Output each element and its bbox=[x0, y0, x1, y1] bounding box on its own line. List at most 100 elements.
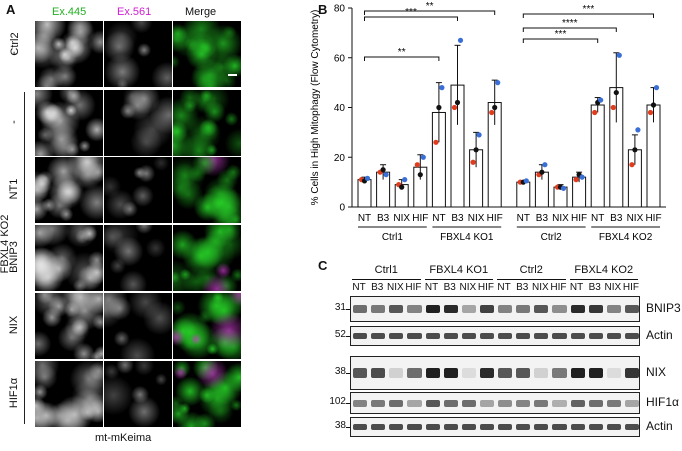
data-point bbox=[613, 89, 619, 96]
blot-band bbox=[389, 333, 404, 339]
data-point bbox=[364, 175, 371, 181]
data-point bbox=[632, 147, 638, 153]
x-tick-label: NT bbox=[591, 213, 604, 224]
significance-label: *** bbox=[583, 4, 595, 15]
blot-membrane bbox=[350, 356, 640, 390]
blot-band bbox=[371, 400, 386, 407]
group-label: FBXL4 KO2 bbox=[599, 232, 653, 243]
y-axis-label: % Cells in High Mitophagy (Flow Cytometr… bbox=[310, 10, 321, 206]
blot-protein-label: Actin bbox=[646, 419, 673, 433]
micrograph-tile bbox=[173, 361, 241, 427]
blot-band bbox=[606, 368, 621, 378]
blot-marker-label: 102 bbox=[329, 396, 346, 407]
panel-label-c: C bbox=[318, 258, 328, 273]
blot-band bbox=[479, 424, 494, 430]
x-tick-label: NT bbox=[358, 213, 371, 224]
blot-band bbox=[534, 333, 549, 339]
blot-band bbox=[461, 424, 476, 430]
blot-band bbox=[570, 305, 585, 313]
blot-marker-tick bbox=[346, 403, 350, 404]
micrograph-tile bbox=[35, 90, 103, 156]
x-tick-label: NIX bbox=[627, 213, 644, 224]
blot-band bbox=[407, 368, 422, 378]
micrograph-tile bbox=[173, 90, 241, 156]
blot-band bbox=[516, 368, 531, 378]
data-point bbox=[629, 162, 635, 168]
blot-band bbox=[479, 400, 494, 407]
blot-band bbox=[353, 333, 368, 339]
blot-lane-label: NT bbox=[497, 282, 511, 293]
significance-bracket bbox=[364, 16, 458, 21]
data-point bbox=[635, 127, 641, 133]
blot-band bbox=[588, 424, 603, 430]
y-tick-label: 80 bbox=[334, 4, 346, 15]
blot-protein-label: BNIP3 bbox=[646, 301, 681, 315]
data-point bbox=[470, 159, 476, 165]
blot-lane-label: B3 bbox=[516, 282, 529, 293]
y-tick-label: 0 bbox=[339, 203, 345, 214]
group-label: Ctrl2 bbox=[541, 232, 563, 243]
significance-bracket bbox=[364, 10, 496, 15]
blot-band bbox=[371, 305, 386, 313]
panel-a-footer: mt-mKeima bbox=[95, 432, 152, 444]
blot-lane-label: NT bbox=[569, 282, 584, 293]
blot-band bbox=[624, 368, 639, 378]
blot-lane-label: HIF bbox=[405, 282, 422, 293]
row-label: NIX bbox=[8, 315, 20, 335]
blot-lane-label: NIX bbox=[531, 282, 549, 293]
blot-band bbox=[425, 400, 440, 407]
blot-marker-tick bbox=[346, 427, 350, 428]
blot-band bbox=[389, 368, 404, 378]
blot-band bbox=[624, 424, 639, 430]
blot-band bbox=[407, 305, 422, 313]
blot-band bbox=[588, 305, 603, 313]
significance-label: ** bbox=[398, 47, 406, 58]
y-tick-label: 20 bbox=[334, 153, 346, 164]
blot-band bbox=[606, 333, 621, 339]
x-tick-label: HIF bbox=[571, 213, 587, 224]
blot-band bbox=[552, 368, 567, 378]
blot-group-line bbox=[352, 279, 421, 280]
blot-band bbox=[498, 305, 513, 313]
significance-label: *** bbox=[405, 7, 417, 18]
blot-band bbox=[407, 400, 422, 407]
blot-band bbox=[425, 424, 440, 430]
blot-band bbox=[425, 333, 440, 339]
micrograph-tile bbox=[173, 157, 241, 223]
channel-label-ex445: Ex.445 bbox=[52, 6, 87, 18]
micrograph-tile bbox=[104, 21, 172, 87]
significance-label: *** bbox=[555, 29, 567, 40]
blot-band bbox=[498, 400, 513, 407]
blot-band bbox=[606, 305, 621, 313]
data-point bbox=[560, 185, 567, 191]
blot-band bbox=[443, 368, 458, 378]
blot-membrane bbox=[350, 296, 640, 322]
data-point bbox=[476, 132, 482, 138]
blot-marker-label: 38 bbox=[334, 420, 346, 431]
blot-lane-label: B3 bbox=[443, 282, 456, 293]
x-tick-label: NIX bbox=[468, 213, 485, 224]
blot-band bbox=[353, 424, 368, 430]
x-tick-label: NT bbox=[432, 213, 445, 224]
x-tick-label: B3 bbox=[610, 213, 623, 224]
row-label: - bbox=[8, 120, 20, 124]
x-tick-label: HIF bbox=[645, 213, 661, 224]
blot-band bbox=[534, 305, 549, 313]
blot-group-line bbox=[497, 279, 566, 280]
blot-band bbox=[624, 400, 639, 407]
blot-band bbox=[479, 368, 494, 378]
data-point bbox=[598, 97, 604, 103]
blot-band bbox=[425, 368, 440, 378]
blot-band bbox=[516, 400, 531, 407]
micrograph-tile bbox=[104, 225, 172, 291]
blot-group-line bbox=[569, 279, 638, 280]
significance-bracket bbox=[522, 13, 654, 18]
blot-marker-label: 31 bbox=[334, 302, 346, 313]
micrograph-tile bbox=[173, 225, 241, 291]
x-tick-label: NIX bbox=[393, 213, 410, 224]
x-tick-label: B3 bbox=[377, 213, 390, 224]
blot-band bbox=[570, 368, 585, 378]
blot-band bbox=[624, 333, 639, 339]
data-point bbox=[650, 102, 657, 108]
blot-band bbox=[407, 424, 422, 430]
